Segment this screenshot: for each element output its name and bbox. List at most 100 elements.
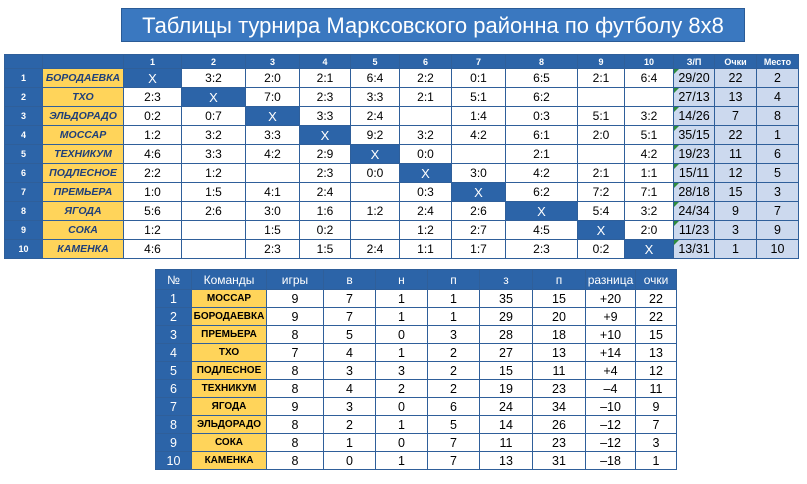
column-header: 3 — [245, 54, 300, 69]
team-name: ПРЕМЬЕРА — [191, 325, 267, 344]
difference-cell: +10 — [585, 325, 636, 344]
crosstable-corner — [42, 54, 124, 69]
points-cell: 11 — [714, 144, 757, 164]
place-cell: 9 — [756, 220, 799, 240]
standings-header: № — [155, 269, 192, 290]
draws-cell: 1 — [375, 343, 428, 362]
standings-header: игры — [266, 269, 324, 290]
points-cell: 15 — [714, 182, 757, 202]
result-cell: 2:1 — [577, 68, 625, 88]
difference-cell: +20 — [585, 289, 636, 308]
wins-cell: 4 — [323, 379, 376, 398]
result-cell: 2:6 — [451, 201, 506, 221]
result-cell: 5:6 — [123, 201, 182, 221]
team-name: ЯГОДА — [191, 397, 267, 416]
result-cell: 4:5 — [505, 220, 578, 240]
result-cell — [624, 87, 674, 107]
result-cell: 5:1 — [577, 106, 625, 126]
team-name: ЭЛЬДОРАДО — [42, 106, 124, 126]
result-cell: 2:4 — [299, 182, 351, 202]
result-cell: 0:2 — [123, 106, 182, 126]
difference-cell: +14 — [585, 343, 636, 362]
result-cell — [245, 163, 300, 183]
result-cell: 4:6 — [123, 239, 182, 259]
standings-header: в — [323, 269, 376, 290]
goals-cell: 11/23 — [673, 220, 715, 240]
result-cell: 0:0 — [399, 144, 452, 164]
goals-against-cell: 23 — [532, 433, 586, 452]
crosstable-row: 7 ПРЕМЬЕРА 1:0 1:5 4:1 2:4 0:3 X 6:2 7:2 7:1 28/18 1… — [4, 182, 799, 202]
row-number: 8 — [4, 201, 43, 221]
losses-cell: 1 — [427, 307, 480, 326]
difference-cell: +9 — [585, 307, 636, 326]
losses-cell: 7 — [427, 433, 480, 452]
goals-cell: 15/11 — [673, 163, 715, 183]
result-cell: 1:2 — [123, 220, 182, 240]
standings-header-row: № Команды игры в н п з п разница очки — [155, 269, 677, 290]
standings-header: очки — [635, 269, 677, 290]
result-cell: 2:4 — [350, 239, 400, 259]
result-cell: 1:6 — [299, 201, 351, 221]
result-cell: 6:2 — [505, 87, 578, 107]
crosstable-row: 9 СОКА 1:2 1:5 0:2 1:2 2:7 4:5 X 2:0 11/23 3 9 — [4, 220, 799, 240]
result-cell: 1:1 — [624, 163, 674, 183]
goals-for-cell: 29 — [479, 307, 533, 326]
points-cell: 1 — [635, 451, 677, 470]
result-cell: 2:2 — [123, 163, 182, 183]
result-cell: 2:3 — [123, 87, 182, 107]
result-cell: 2:3 — [299, 163, 351, 183]
self-match-cell: X — [181, 87, 246, 107]
wins-cell: 5 — [323, 325, 376, 344]
self-match-cell: X — [299, 125, 351, 145]
result-cell: 5:1 — [624, 125, 674, 145]
goals-for-cell: 24 — [479, 397, 533, 416]
team-name: КАМЕНКА — [191, 451, 267, 470]
place-cell: 1 — [756, 125, 799, 145]
place-cell: 7 — [756, 201, 799, 221]
result-cell: 6:4 — [350, 68, 400, 88]
row-number: 3 — [4, 106, 43, 126]
rank-cell: 4 — [155, 343, 192, 362]
result-cell: 4:2 — [245, 144, 300, 164]
rank-cell: 9 — [155, 433, 192, 452]
goals-for-cell: 27 — [479, 343, 533, 362]
result-cell: 6:1 — [505, 125, 578, 145]
team-name: ЭЛЬДОРАДО — [191, 415, 267, 434]
rank-cell: 8 — [155, 415, 192, 434]
team-name: ПРЕМЬЕРА — [42, 182, 124, 202]
losses-cell: 3 — [427, 325, 480, 344]
result-cell: 2:3 — [299, 87, 351, 107]
result-cell: 2:7 — [451, 220, 506, 240]
result-cell: 1:0 — [123, 182, 182, 202]
difference-cell: –18 — [585, 451, 636, 470]
result-cell: 1:2 — [399, 220, 452, 240]
result-cell: 4:1 — [245, 182, 300, 202]
difference-cell: –10 — [585, 397, 636, 416]
points-cell: 1 — [714, 239, 757, 259]
goals-cell: 29/20 — [673, 68, 715, 88]
result-cell — [577, 144, 625, 164]
result-cell: 4:6 — [123, 144, 182, 164]
result-cell: 5:4 — [577, 201, 625, 221]
crosstable-row: 5 ТЕХНИКУМ 4:6 3:3 4:2 2:9 X 0:0 2:1 4:2 19/23 11 6 — [4, 144, 799, 164]
result-cell: 0:1 — [451, 68, 506, 88]
draws-cell: 0 — [375, 397, 428, 416]
team-name: СОКА — [42, 220, 124, 240]
result-cell: 2:1 — [505, 144, 578, 164]
goals-for-cell: 35 — [479, 289, 533, 308]
points-cell: 3 — [635, 433, 677, 452]
points-cell: 13 — [714, 87, 757, 107]
result-cell: 1:7 — [451, 239, 506, 259]
goals-against-cell: 15 — [532, 289, 586, 308]
goals-for-cell: 13 — [479, 451, 533, 470]
column-header: 4 — [299, 54, 351, 69]
result-cell: 4:2 — [624, 144, 674, 164]
points-cell: 11 — [635, 379, 677, 398]
losses-cell: 1 — [427, 289, 480, 308]
games-cell: 8 — [266, 379, 324, 398]
rank-cell: 3 — [155, 325, 192, 344]
goals-for-cell: 14 — [479, 415, 533, 434]
team-name: ТХО — [191, 343, 267, 362]
standings-row: 8 ЭЛЬДОРАДО 8 2 1 5 14 26 –12 7 — [155, 415, 677, 434]
result-cell: 1:2 — [123, 125, 182, 145]
